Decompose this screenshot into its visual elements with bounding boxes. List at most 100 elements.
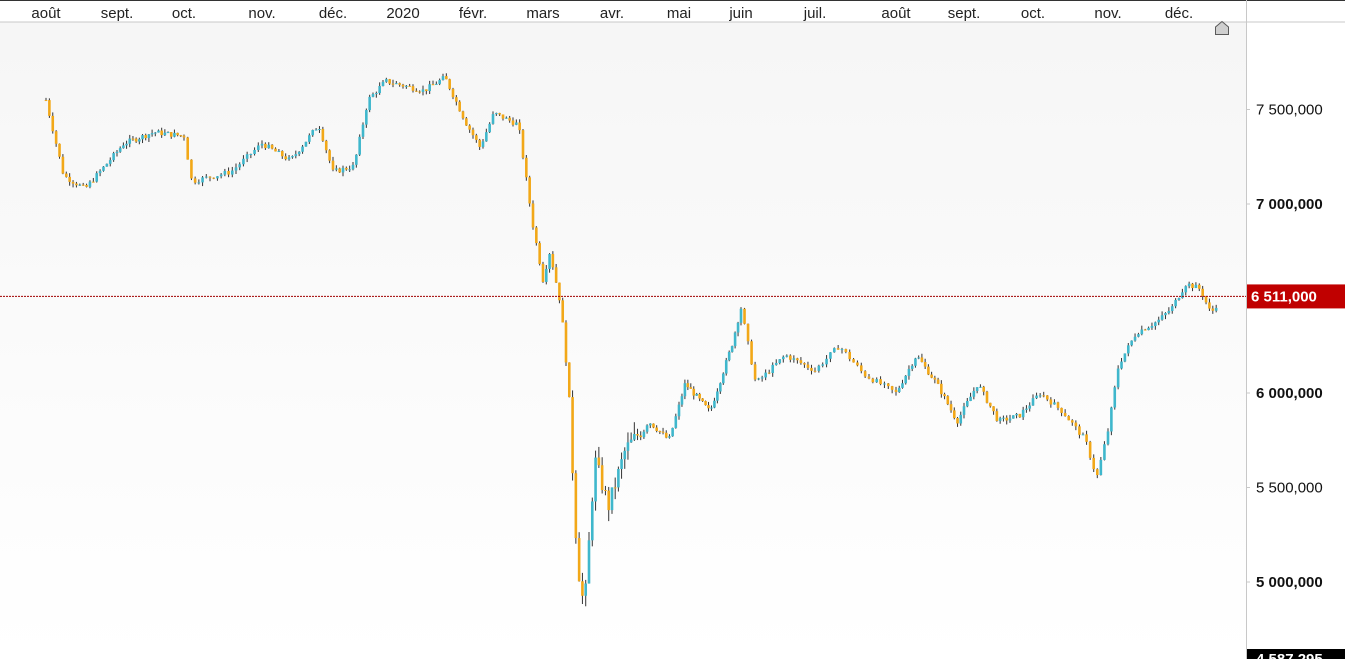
candle-body xyxy=(212,177,216,179)
candle-body xyxy=(886,383,890,387)
candle-body xyxy=(216,176,219,179)
candle-body xyxy=(418,91,421,93)
candle-body xyxy=(1126,345,1130,354)
candle-body xyxy=(201,177,204,183)
candle-body xyxy=(1021,409,1025,418)
candle-body xyxy=(689,387,693,389)
candle-body xyxy=(88,181,92,187)
candle-body xyxy=(1085,434,1088,442)
candle-body xyxy=(810,367,813,371)
candle-body xyxy=(291,156,294,158)
candle-body xyxy=(294,154,298,157)
candle-body xyxy=(428,84,431,92)
candle-body xyxy=(969,396,972,402)
candle-body xyxy=(914,358,917,366)
candle-body xyxy=(972,390,976,397)
candle-body xyxy=(498,113,501,115)
candle-body xyxy=(118,148,122,152)
candle-body xyxy=(435,83,438,85)
candle-body xyxy=(280,151,284,157)
candle-body xyxy=(901,383,904,388)
candle-body xyxy=(975,387,979,391)
candle-body xyxy=(219,174,223,177)
candle-body xyxy=(1067,416,1071,421)
candle-body xyxy=(147,134,151,139)
candle-body xyxy=(381,81,385,87)
candle-body xyxy=(789,355,792,360)
y-tick-label: 5 500,000 xyxy=(1256,480,1323,497)
candle-body xyxy=(108,160,112,164)
candle-body xyxy=(284,156,287,160)
candle-body xyxy=(701,398,704,402)
x-tick-label: avr. xyxy=(600,5,624,22)
candle-body xyxy=(771,364,775,374)
candle-body xyxy=(138,139,141,142)
candle-body xyxy=(995,411,999,421)
candle-body xyxy=(610,487,614,511)
candle-body xyxy=(1113,387,1117,408)
candle-body xyxy=(600,465,604,490)
candle-body xyxy=(962,406,966,415)
candle-body xyxy=(1191,283,1194,289)
y-axis-ticks: 7 500,000 7 000,000 6 000,000 5 500,000 5 00… xyxy=(1246,102,1323,591)
candle-body xyxy=(425,89,428,92)
candle-body xyxy=(95,173,99,182)
candle-body xyxy=(727,351,731,361)
candle-body xyxy=(169,132,173,137)
candle-body xyxy=(318,128,321,130)
y-tick-label: 7 000,000 xyxy=(1256,196,1323,213)
candle-body xyxy=(965,401,969,407)
x-tick-label: oct. xyxy=(172,5,196,22)
candle-body xyxy=(677,404,681,417)
candle-body xyxy=(341,167,345,173)
x-tick-label: sept. xyxy=(101,5,134,22)
candle-body xyxy=(1147,327,1150,331)
candle-body xyxy=(1028,405,1032,409)
candle-body xyxy=(607,490,611,511)
candle-body xyxy=(58,143,61,157)
candle-body xyxy=(695,393,699,396)
candle-body xyxy=(1042,395,1046,397)
candle-body xyxy=(581,581,584,596)
candle-body xyxy=(528,177,531,204)
home-icon[interactable] xyxy=(1215,20,1229,35)
candle-body xyxy=(68,176,71,182)
candle-body xyxy=(840,349,844,351)
candle-body xyxy=(890,386,894,390)
candle-body xyxy=(131,138,135,140)
candle-body xyxy=(645,425,649,432)
candle-body xyxy=(574,473,578,539)
candle-body xyxy=(105,163,109,167)
x-tick-label: oct. xyxy=(1021,5,1045,22)
candle-body xyxy=(642,431,646,438)
candle-body xyxy=(1137,334,1140,337)
candle-body xyxy=(398,83,401,85)
candle-body xyxy=(1150,326,1154,328)
candle-body xyxy=(1092,457,1096,470)
candle-body xyxy=(1018,413,1022,418)
candle-body xyxy=(917,357,920,359)
candle-body xyxy=(617,469,620,488)
candle-body xyxy=(1211,308,1215,311)
candle-body xyxy=(348,169,351,171)
candle-body xyxy=(1154,322,1157,327)
candle-body xyxy=(817,365,821,371)
candle-body xyxy=(238,164,242,168)
candle-body xyxy=(952,410,956,418)
candle-body xyxy=(1099,459,1103,476)
candle-body xyxy=(401,84,405,87)
candle-body xyxy=(92,181,95,183)
candle-body xyxy=(78,184,82,186)
candle-body xyxy=(1045,395,1049,400)
x-tick-label: sept. xyxy=(948,5,981,22)
candle-body xyxy=(1074,422,1078,427)
candle-body xyxy=(1130,340,1133,346)
candle-body xyxy=(629,439,633,443)
candle-body xyxy=(920,357,924,363)
candle-body xyxy=(1025,408,1028,410)
candle-body xyxy=(1038,395,1042,397)
candle-body xyxy=(301,146,304,152)
x-tick-label: déc. xyxy=(319,5,347,22)
